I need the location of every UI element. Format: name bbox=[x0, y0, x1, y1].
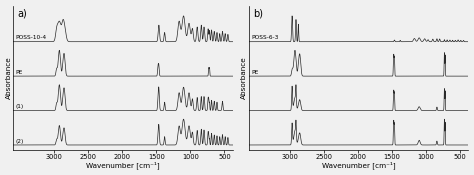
Text: (2): (2) bbox=[16, 139, 24, 144]
Text: b): b) bbox=[253, 8, 263, 18]
Text: a): a) bbox=[18, 8, 27, 18]
X-axis label: Wavenumber [cm⁻¹]: Wavenumber [cm⁻¹] bbox=[322, 162, 395, 169]
Y-axis label: Absorbance: Absorbance bbox=[6, 57, 11, 99]
Text: POSS-10-4: POSS-10-4 bbox=[16, 35, 47, 40]
Text: (1): (1) bbox=[16, 104, 24, 109]
Text: POSS-6-3: POSS-6-3 bbox=[251, 35, 279, 40]
Y-axis label: Absorbance: Absorbance bbox=[241, 57, 247, 99]
Text: PE: PE bbox=[16, 70, 23, 75]
Text: PE: PE bbox=[251, 70, 259, 75]
X-axis label: Wavenumber [cm⁻¹]: Wavenumber [cm⁻¹] bbox=[86, 162, 160, 169]
